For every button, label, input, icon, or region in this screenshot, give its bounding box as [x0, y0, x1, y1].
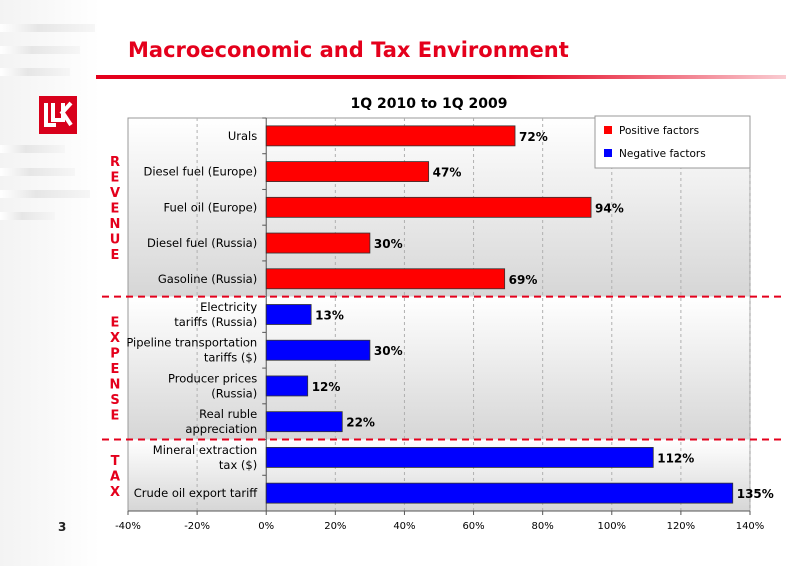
- value-label: 47%: [433, 166, 462, 180]
- group-label-letter: N: [110, 217, 121, 232]
- bar: [265, 304, 312, 325]
- group-label-letter: S: [110, 393, 119, 408]
- value-label: 30%: [374, 237, 403, 251]
- group-label-letter: U: [110, 232, 121, 247]
- category-label: Diesel fuel (Europe): [143, 165, 257, 179]
- x-tick-label: 100%: [597, 521, 626, 532]
- value-label: 22%: [346, 416, 375, 430]
- group-label-letter: V: [110, 186, 120, 201]
- group-label-letter: A: [110, 469, 120, 484]
- group-label-letter: X: [110, 485, 120, 500]
- group-label-letter: P: [110, 347, 120, 362]
- decor-stripe: [0, 68, 70, 76]
- chart-title: 1Q 2010 to 1Q 2009: [350, 96, 507, 112]
- x-tick-label: 40%: [393, 521, 415, 532]
- category-label: appreciation: [185, 422, 257, 436]
- group-label-letter: E: [111, 409, 120, 424]
- value-label: 94%: [595, 201, 624, 215]
- decor-stripe: [0, 145, 65, 153]
- category-label: Urals: [228, 129, 257, 143]
- category-label: tax ($): [219, 458, 257, 472]
- bar: [265, 339, 371, 361]
- category-label: Real ruble: [199, 407, 257, 421]
- decor-stripe: [0, 168, 75, 176]
- category-label: tariffs ($): [204, 351, 257, 365]
- bar: [265, 268, 506, 290]
- value-label: 69%: [509, 273, 538, 287]
- plot-band: [128, 296, 750, 440]
- slide-title: Macroeconomic and Tax Environment: [128, 38, 569, 62]
- bar: [265, 482, 734, 504]
- value-label: 12%: [312, 380, 341, 394]
- category-label: Diesel fuel (Russia): [147, 236, 257, 250]
- category-label: Fuel oil (Europe): [164, 200, 258, 214]
- category-label: tariffs (Russia): [174, 315, 257, 329]
- bar: [265, 375, 309, 397]
- decor-stripe: [0, 46, 80, 54]
- group-label-letter: N: [110, 378, 121, 393]
- category-label: (Russia): [211, 386, 257, 400]
- value-label: 135%: [737, 487, 774, 501]
- group-label-letter: E: [111, 170, 120, 185]
- value-label: 72%: [519, 130, 548, 144]
- value-label: 30%: [374, 344, 403, 358]
- category-label: Gasoline (Russia): [158, 272, 257, 286]
- bar: [265, 447, 654, 468]
- x-tick-label: 20%: [324, 521, 346, 532]
- decor-stripe: [0, 212, 55, 220]
- category-label: Electricity: [200, 300, 257, 314]
- legend-label: Positive factors: [619, 125, 699, 137]
- bar: [265, 232, 371, 254]
- page-number: 3: [58, 520, 67, 534]
- category-label: Crude oil export tariff: [134, 486, 259, 500]
- group-label-letter: X: [110, 331, 120, 346]
- x-tick-label: 80%: [532, 521, 554, 532]
- value-label: 112%: [657, 451, 694, 465]
- legend-box: [594, 115, 751, 169]
- bar: [265, 161, 430, 182]
- decor-stripe: [0, 24, 95, 32]
- legend-swatch: [604, 126, 612, 134]
- x-tick-label: 140%: [736, 521, 765, 532]
- title-underline: [96, 75, 786, 79]
- decor-stripe: [0, 190, 90, 198]
- group-label-letter: T: [111, 454, 120, 469]
- category-label: Pipeline transportation: [126, 336, 257, 350]
- slide-left-band: [0, 0, 100, 566]
- bar: [265, 125, 516, 147]
- x-tick-label: -20%: [184, 521, 210, 532]
- legend-swatch: [604, 149, 612, 157]
- group-label-letter: E: [111, 201, 120, 216]
- x-tick-label: 60%: [462, 521, 484, 532]
- legend-label: Negative factors: [619, 148, 706, 160]
- x-tick-label: 0%: [258, 521, 274, 532]
- group-label-letter: E: [111, 248, 120, 263]
- group-label-letter: E: [111, 362, 120, 377]
- category-label: Mineral extraction: [153, 443, 257, 457]
- category-label: Producer prices: [168, 371, 257, 385]
- company-logo: [39, 96, 77, 134]
- bar: [265, 411, 343, 433]
- x-tick-label: 120%: [667, 521, 696, 532]
- x-tick-label: -40%: [115, 521, 141, 532]
- value-label: 13%: [315, 309, 344, 323]
- bar: [265, 196, 592, 218]
- group-label-letter: R: [110, 155, 120, 170]
- group-label-letter: E: [111, 316, 120, 331]
